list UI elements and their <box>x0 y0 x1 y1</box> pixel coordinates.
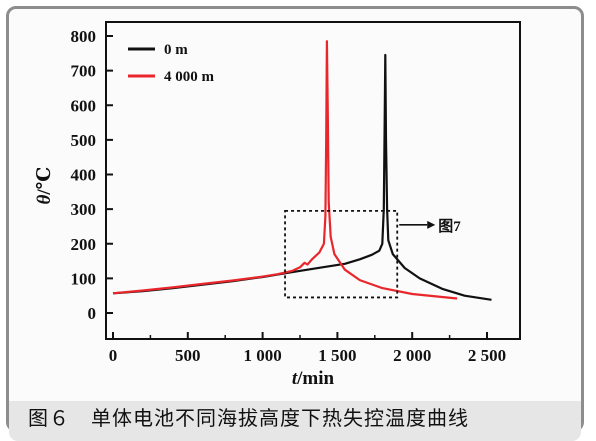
y-tick-label: 700 <box>71 62 97 81</box>
x-tick-label: 2 000 <box>393 346 431 365</box>
series-line-4000m <box>112 40 458 300</box>
x-axis-unit: /min <box>296 368 334 389</box>
y-tick-label: 400 <box>71 166 97 185</box>
legend-label-4000m: 4 000 m <box>164 69 215 85</box>
y-tick-label: 500 <box>71 131 97 150</box>
y-tick-label: 100 <box>71 269 97 288</box>
x-tick-label: 500 <box>175 346 201 365</box>
caption-bar <box>9 401 581 441</box>
annotation-label: 图7 <box>438 218 461 235</box>
y-axis-title: θ/℃ <box>34 167 55 205</box>
x-tick-label: 1 500 <box>318 346 356 365</box>
zoom-region-box <box>284 209 399 299</box>
annotation-arrow-head <box>427 220 436 229</box>
y-tick-label: 300 <box>71 200 97 219</box>
x-tick-label: 2 500 <box>468 346 506 365</box>
x-axis-symbol: t <box>292 368 298 389</box>
y-tick-label: 600 <box>71 96 97 115</box>
x-tick-label: 0 <box>109 346 118 365</box>
legend-label-0m: 0 m <box>164 42 188 58</box>
y-axis-symbol: θ <box>34 195 55 205</box>
y-tick-label: 800 <box>71 27 97 46</box>
plot-area-border <box>105 21 521 340</box>
x-tick-label: 1 000 <box>243 346 281 365</box>
figure-frame <box>6 6 584 441</box>
x-axis-title: t/min <box>292 368 335 389</box>
y-axis-unit: /℃ <box>34 167 55 196</box>
figure-caption: 图６ 单体电池不同海拔高度下热失控温度曲线 <box>28 406 469 430</box>
y-tick-label: 0 <box>88 304 97 323</box>
series-line-0m <box>112 53 492 301</box>
y-tick-label: 200 <box>71 235 97 254</box>
